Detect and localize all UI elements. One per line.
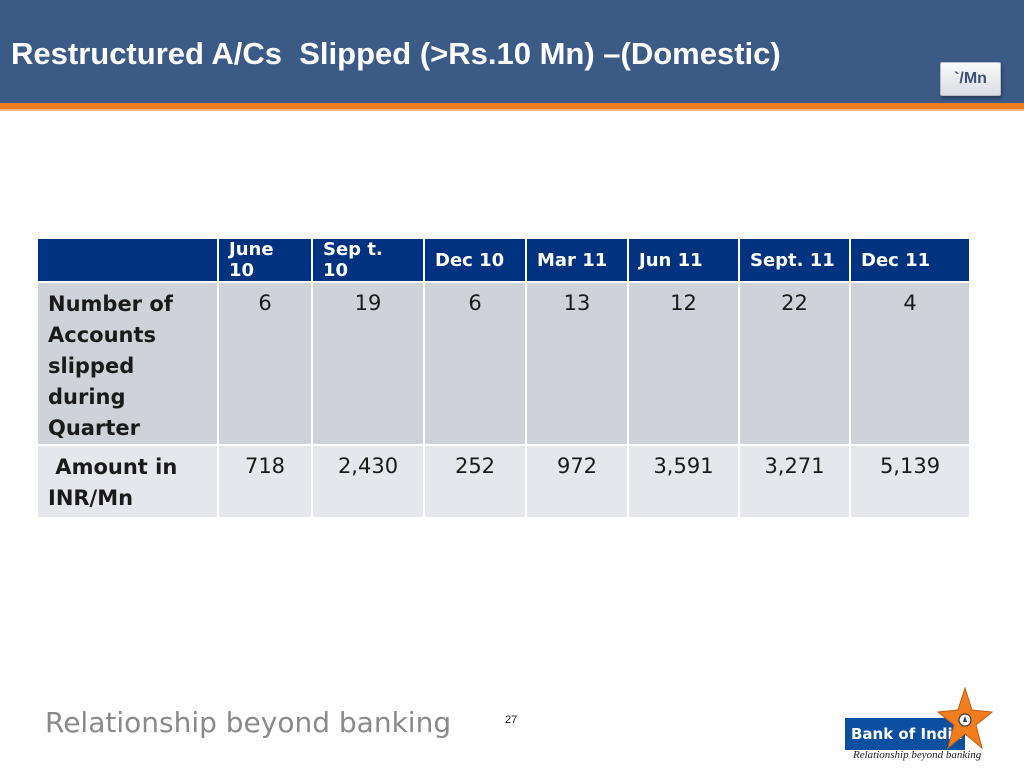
table-cell: 3,591 (629, 446, 738, 517)
table-cell: 13 (527, 283, 627, 444)
row-label-line: Quarter (48, 416, 140, 440)
table-header-row: June 10 Sep t. 10 Dec 10 Mar 11 Jun 11 S… (38, 239, 969, 281)
logo-box (845, 718, 965, 750)
column-header: Jun 11 (629, 239, 738, 281)
column-header: Sep t. 10 (313, 239, 423, 281)
header-bar (0, 0, 1024, 103)
column-header: June 10 (219, 239, 311, 281)
unit-badge: `/Mn (940, 62, 1001, 96)
table-cell: 3,271 (740, 446, 849, 517)
table-cell: 19 (313, 283, 423, 444)
row-label-line: Number of (48, 292, 173, 316)
table-cell: 12 (629, 283, 738, 444)
column-header: Sept. 11 (740, 239, 849, 281)
table-corner-cell (38, 239, 217, 281)
logo-tagline: Relationship beyond banking (853, 749, 982, 761)
row-label-line: Accounts (48, 323, 157, 347)
star-icon (937, 686, 993, 750)
column-header: Mar 11 (527, 239, 627, 281)
table-cell: 6 (425, 283, 525, 444)
table-cell: 22 (740, 283, 849, 444)
row-label: Number of Accounts slipped during Quarte… (38, 283, 217, 444)
row-label-line: slipped during (48, 354, 135, 409)
column-header: Dec 11 (851, 239, 969, 281)
table-row: Number of Accounts slipped during Quarte… (38, 283, 969, 444)
footer-tagline: Relationship beyond banking (45, 706, 452, 739)
table-cell: 972 (527, 446, 627, 517)
table-cell: 2,430 (313, 446, 423, 517)
header-accent-rule-light (0, 109, 1024, 111)
table-cell: 6 (219, 283, 311, 444)
row-label: Amount in INR/Mn (38, 446, 217, 517)
header-accent-rule (0, 103, 1024, 109)
column-header: Dec 10 (425, 239, 525, 281)
slide-title: Restructured A/Cs Slipped (>Rs.10 Mn) –(… (11, 36, 781, 71)
row-label-line: INR/Mn (48, 486, 134, 510)
bank-logo: Bank of India Relationship beyond bankin… (845, 686, 993, 766)
table-cell: 5,139 (851, 446, 969, 517)
page-number: 27 (505, 714, 518, 726)
data-table: June 10 Sep t. 10 Dec 10 Mar 11 Jun 11 S… (36, 237, 971, 519)
table-cell: 718 (219, 446, 311, 517)
table-row: Amount in INR/Mn 718 2,430 252 972 3,591… (38, 446, 969, 517)
row-label-line: Amount in (48, 455, 178, 479)
logo-name: Bank of India (851, 725, 963, 743)
table-cell: 4 (851, 283, 969, 444)
table-cell: 252 (425, 446, 525, 517)
